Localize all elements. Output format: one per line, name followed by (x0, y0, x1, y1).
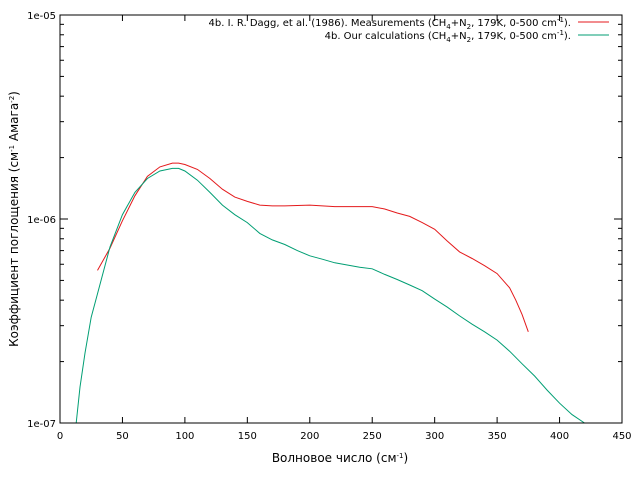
x-tick-label: 350 (488, 431, 507, 442)
x-tick-label: 0 (57, 431, 63, 442)
x-tick-label: 150 (238, 431, 257, 442)
plot-lines (75, 162, 585, 424)
y-axis: 1e-07 1e-06 1e-05 (27, 11, 622, 430)
series-line-1 (97, 162, 529, 332)
x-axis: 0 50 100 150 200 250 300 350 400 450 (57, 15, 632, 442)
x-tick-label: 200 (300, 431, 319, 442)
x-tick-label: 400 (550, 431, 569, 442)
y-tick-label: 1e-05 (27, 11, 56, 22)
x-tick-label: 100 (175, 431, 194, 442)
y-tick-label: 1e-06 (27, 215, 56, 226)
x-tick-label: 250 (363, 431, 382, 442)
legend-label-1: 4b. I. R. Dagg, et al. (1986). Measureme… (209, 16, 572, 31)
legend-label-2: 4b. Our calculations (CH4+N2, 179K, 0-50… (325, 29, 571, 44)
x-tick-label: 300 (425, 431, 444, 442)
series-line-2 (75, 167, 585, 424)
x-axis-label: Волновое число (см-1) (272, 451, 408, 465)
y-tick-label: 1e-07 (27, 419, 56, 430)
x-tick-label: 450 (612, 431, 631, 442)
legend: 4b. I. R. Dagg, et al. (1986). Measureme… (209, 16, 609, 44)
x-tick-label: 50 (116, 431, 129, 442)
y-axis-label: Коэффициент поглощения (см-1 Амага-2) (7, 91, 21, 347)
